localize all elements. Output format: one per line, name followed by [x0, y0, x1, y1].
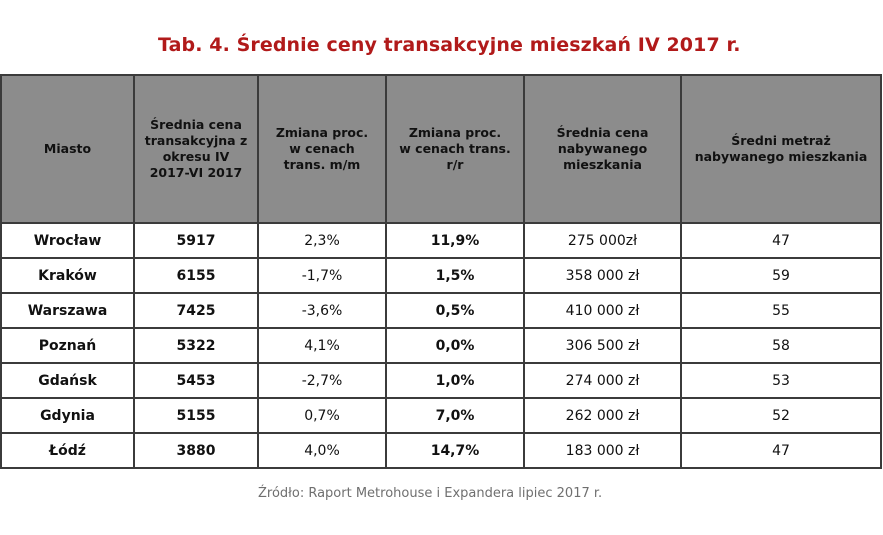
cell-flat-price: 306 500 zł — [523, 327, 682, 364]
cell-avg-price: 6155 — [133, 257, 259, 294]
cell-avg-price: 7425 — [133, 292, 259, 329]
header-flat-price: Średnia cena nabywanego mieszkania — [523, 74, 682, 224]
header-change-mm: Zmiana proc. w cenach trans. m/m — [257, 74, 387, 224]
cell-flat-area: 58 — [680, 327, 882, 364]
cell-flat-area: 52 — [680, 397, 882, 434]
cell-flat-area: 47 — [680, 432, 882, 469]
cell-avg-price: 5453 — [133, 362, 259, 399]
cell-change-yoy: 14,7% — [385, 432, 525, 469]
cell-avg-price: 5322 — [133, 327, 259, 364]
cell-change-mm: -2,7% — [257, 362, 387, 399]
cell-flat-area: 53 — [680, 362, 882, 399]
header-city: Miasto — [0, 74, 135, 224]
cell-change-mm: -1,7% — [257, 257, 387, 294]
cell-change-mm: 0,7% — [257, 397, 387, 434]
cell-change-mm: 2,3% — [257, 222, 387, 259]
cell-change-yoy: 0,5% — [385, 292, 525, 329]
cell-flat-price: 410 000 zł — [523, 292, 682, 329]
source-note: Źródło: Raport Metrohouse i Expandera li… — [258, 486, 603, 501]
cell-flat-price: 262 000 zł — [523, 397, 682, 434]
cell-flat-area: 59 — [680, 257, 882, 294]
header-avg-price: Średnia cena transakcyjna z okresu IV 20… — [133, 74, 259, 224]
cell-flat-price: 358 000 zł — [523, 257, 682, 294]
table-row: Poznań 5322 4,1% 0,0% 306 500 zł 58 — [0, 327, 882, 364]
table-row: Łódź 3880 4,0% 14,7% 183 000 zł 47 — [0, 432, 882, 469]
cell-city: Gdynia — [0, 397, 135, 434]
cell-avg-price: 5155 — [133, 397, 259, 434]
cell-flat-price: 275 000zł — [523, 222, 682, 259]
cell-city: Warszawa — [0, 292, 135, 329]
table-row: Gdańsk 5453 -2,7% 1,0% 274 000 zł 53 — [0, 362, 882, 399]
header-change-yoy: Zmiana proc. w cenach trans. r/r — [385, 74, 525, 224]
cell-change-mm: 4,1% — [257, 327, 387, 364]
cell-avg-price: 3880 — [133, 432, 259, 469]
table-row: Warszawa 7425 -3,6% 0,5% 410 000 zł 55 — [0, 292, 882, 329]
header-flat-area: Średni metraż nabywanego mieszkania — [680, 74, 882, 224]
cell-change-yoy: 7,0% — [385, 397, 525, 434]
table-title: Tab. 4. Średnie ceny transakcyjne mieszk… — [158, 34, 741, 56]
price-table: Miasto Średnia cena transakcyjna z okres… — [0, 74, 882, 469]
cell-flat-price: 274 000 zł — [523, 362, 682, 399]
cell-flat-area: 55 — [680, 292, 882, 329]
table-row: Wrocław 5917 2,3% 11,9% 275 000zł 47 — [0, 222, 882, 259]
cell-flat-area: 47 — [680, 222, 882, 259]
cell-city: Wrocław — [0, 222, 135, 259]
cell-city: Łódź — [0, 432, 135, 469]
cell-flat-price: 183 000 zł — [523, 432, 682, 469]
cell-change-yoy: 11,9% — [385, 222, 525, 259]
table-row: Gdynia 5155 0,7% 7,0% 262 000 zł 52 — [0, 397, 882, 434]
cell-city: Poznań — [0, 327, 135, 364]
cell-city: Gdańsk — [0, 362, 135, 399]
cell-city: Kraków — [0, 257, 135, 294]
cell-change-mm: 4,0% — [257, 432, 387, 469]
cell-change-mm: -3,6% — [257, 292, 387, 329]
cell-change-yoy: 1,5% — [385, 257, 525, 294]
cell-avg-price: 5917 — [133, 222, 259, 259]
cell-change-yoy: 1,0% — [385, 362, 525, 399]
table-row: Kraków 6155 -1,7% 1,5% 358 000 zł 59 — [0, 257, 882, 294]
cell-change-yoy: 0,0% — [385, 327, 525, 364]
header-row: Miasto Średnia cena transakcyjna z okres… — [0, 74, 882, 224]
